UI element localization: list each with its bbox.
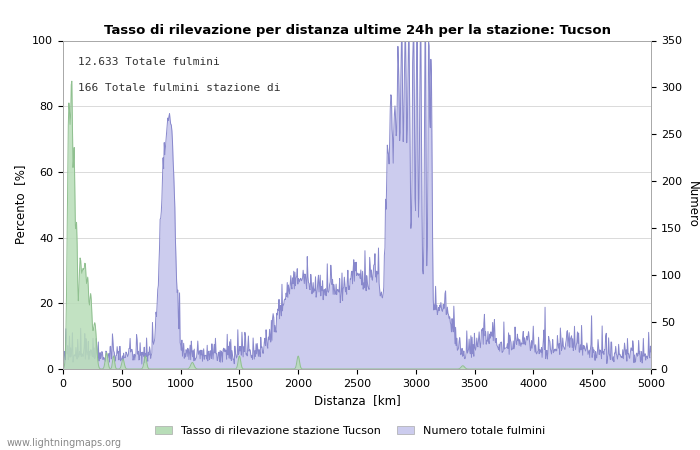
Y-axis label: Percento  [%]: Percento [%] [14, 165, 27, 244]
Text: 166 Totale fulmini stazione di: 166 Totale fulmini stazione di [78, 83, 280, 93]
Text: 12.633 Totale fulmini: 12.633 Totale fulmini [78, 57, 220, 67]
Y-axis label: Numero: Numero [685, 181, 699, 228]
Text: www.lightningmaps.org: www.lightningmaps.org [7, 438, 122, 448]
Legend: Tasso di rilevazione stazione Tucson, Numero totale fulmini: Tasso di rilevazione stazione Tucson, Nu… [150, 421, 550, 440]
X-axis label: Distanza  [km]: Distanza [km] [314, 394, 400, 407]
Title: Tasso di rilevazione per distanza ultime 24h per la stazione: Tucson: Tasso di rilevazione per distanza ultime… [104, 23, 610, 36]
